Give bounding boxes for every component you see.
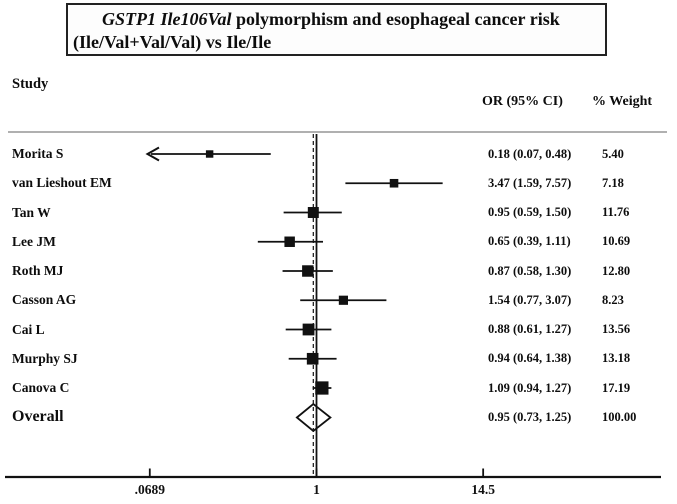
weight-value: 13.56 (602, 322, 631, 336)
or-point-square (338, 295, 348, 305)
or-point-square (205, 150, 214, 158)
study-label: Morita S (12, 146, 64, 161)
weight-value: 8.23 (602, 292, 624, 307)
or-ci-column-header: OR (95% CI) (482, 94, 563, 109)
weight-value: 7.18 (602, 175, 624, 190)
x-axis-tick-label: 1 (313, 482, 320, 497)
chart-title-line-2: (Ile/Val+Val/Val) vs Ile/Ile (73, 32, 272, 52)
study-label: Casson AG (12, 292, 77, 308)
or-ci-value: 0.18 (0.07, 0.48) (488, 146, 572, 161)
or-point-square (315, 381, 329, 395)
header-separator-line (8, 131, 667, 133)
or-ci-value: 1.09 (0.94, 1.27) (488, 380, 572, 395)
ci-arrow-left (145, 146, 160, 162)
study-label: van Lieshout EM (12, 175, 112, 191)
study-label: Canova C (12, 380, 70, 395)
weight-value: 11.76 (602, 205, 630, 219)
overall-weight-value: 100.00 (602, 410, 637, 424)
or-point-square (306, 352, 319, 365)
weight-value: 5.40 (602, 146, 624, 161)
chart-title-box: GSTP1 Ile106Val polymorphism and esophag… (66, 3, 607, 56)
study-label: Cai L (12, 321, 45, 337)
or-point-square (389, 178, 399, 188)
overall-diamond (295, 402, 332, 433)
x-axis-tick-label: .0689 (135, 482, 166, 497)
weight-value: 10.69 (602, 234, 631, 249)
or-ci-value: 0.94 (0.64, 1.38) (488, 351, 572, 366)
overall-or-ci-value: 0.95 (0.73, 1.25) (488, 410, 572, 424)
or-ci-value: 1.54 (0.77, 3.07) (488, 292, 572, 307)
or-ci-value: 0.65 (0.39, 1.11) (488, 234, 571, 249)
study-column-header: Study (12, 76, 49, 92)
or-point-square (302, 265, 314, 277)
or-point-square (307, 207, 319, 218)
chart-title-rest: polymorphism and esophageal cancer risk (231, 9, 560, 29)
or-ci-value: 0.95 (0.59, 1.50) (488, 205, 572, 219)
overall-label: Overall (12, 407, 64, 425)
weight-value: 12.80 (602, 263, 631, 278)
study-label: Murphy SJ (12, 350, 78, 366)
study-label: Roth MJ (12, 263, 64, 278)
or-ci-value: 0.88 (0.61, 1.27) (488, 322, 572, 336)
or-ci-value: 0.87 (0.58, 1.30) (488, 263, 572, 278)
or-ci-value: 3.47 (1.59, 7.57) (488, 175, 572, 190)
or-point-square (284, 236, 295, 247)
chart-title-line-1: GSTP1 Ile106Val polymorphism and esophag… (68, 5, 605, 31)
or-point-square (302, 323, 315, 336)
study-label: Tan W (12, 204, 51, 220)
weight-column-header: % Weight (592, 94, 653, 109)
x-axis-tick-label: 14.5 (471, 482, 495, 497)
study-label: Lee JM (12, 233, 56, 249)
weight-value: 17.19 (602, 380, 631, 395)
chart-title-gene: GSTP1 Ile106Val (102, 9, 232, 29)
weight-value: 13.18 (602, 351, 631, 366)
